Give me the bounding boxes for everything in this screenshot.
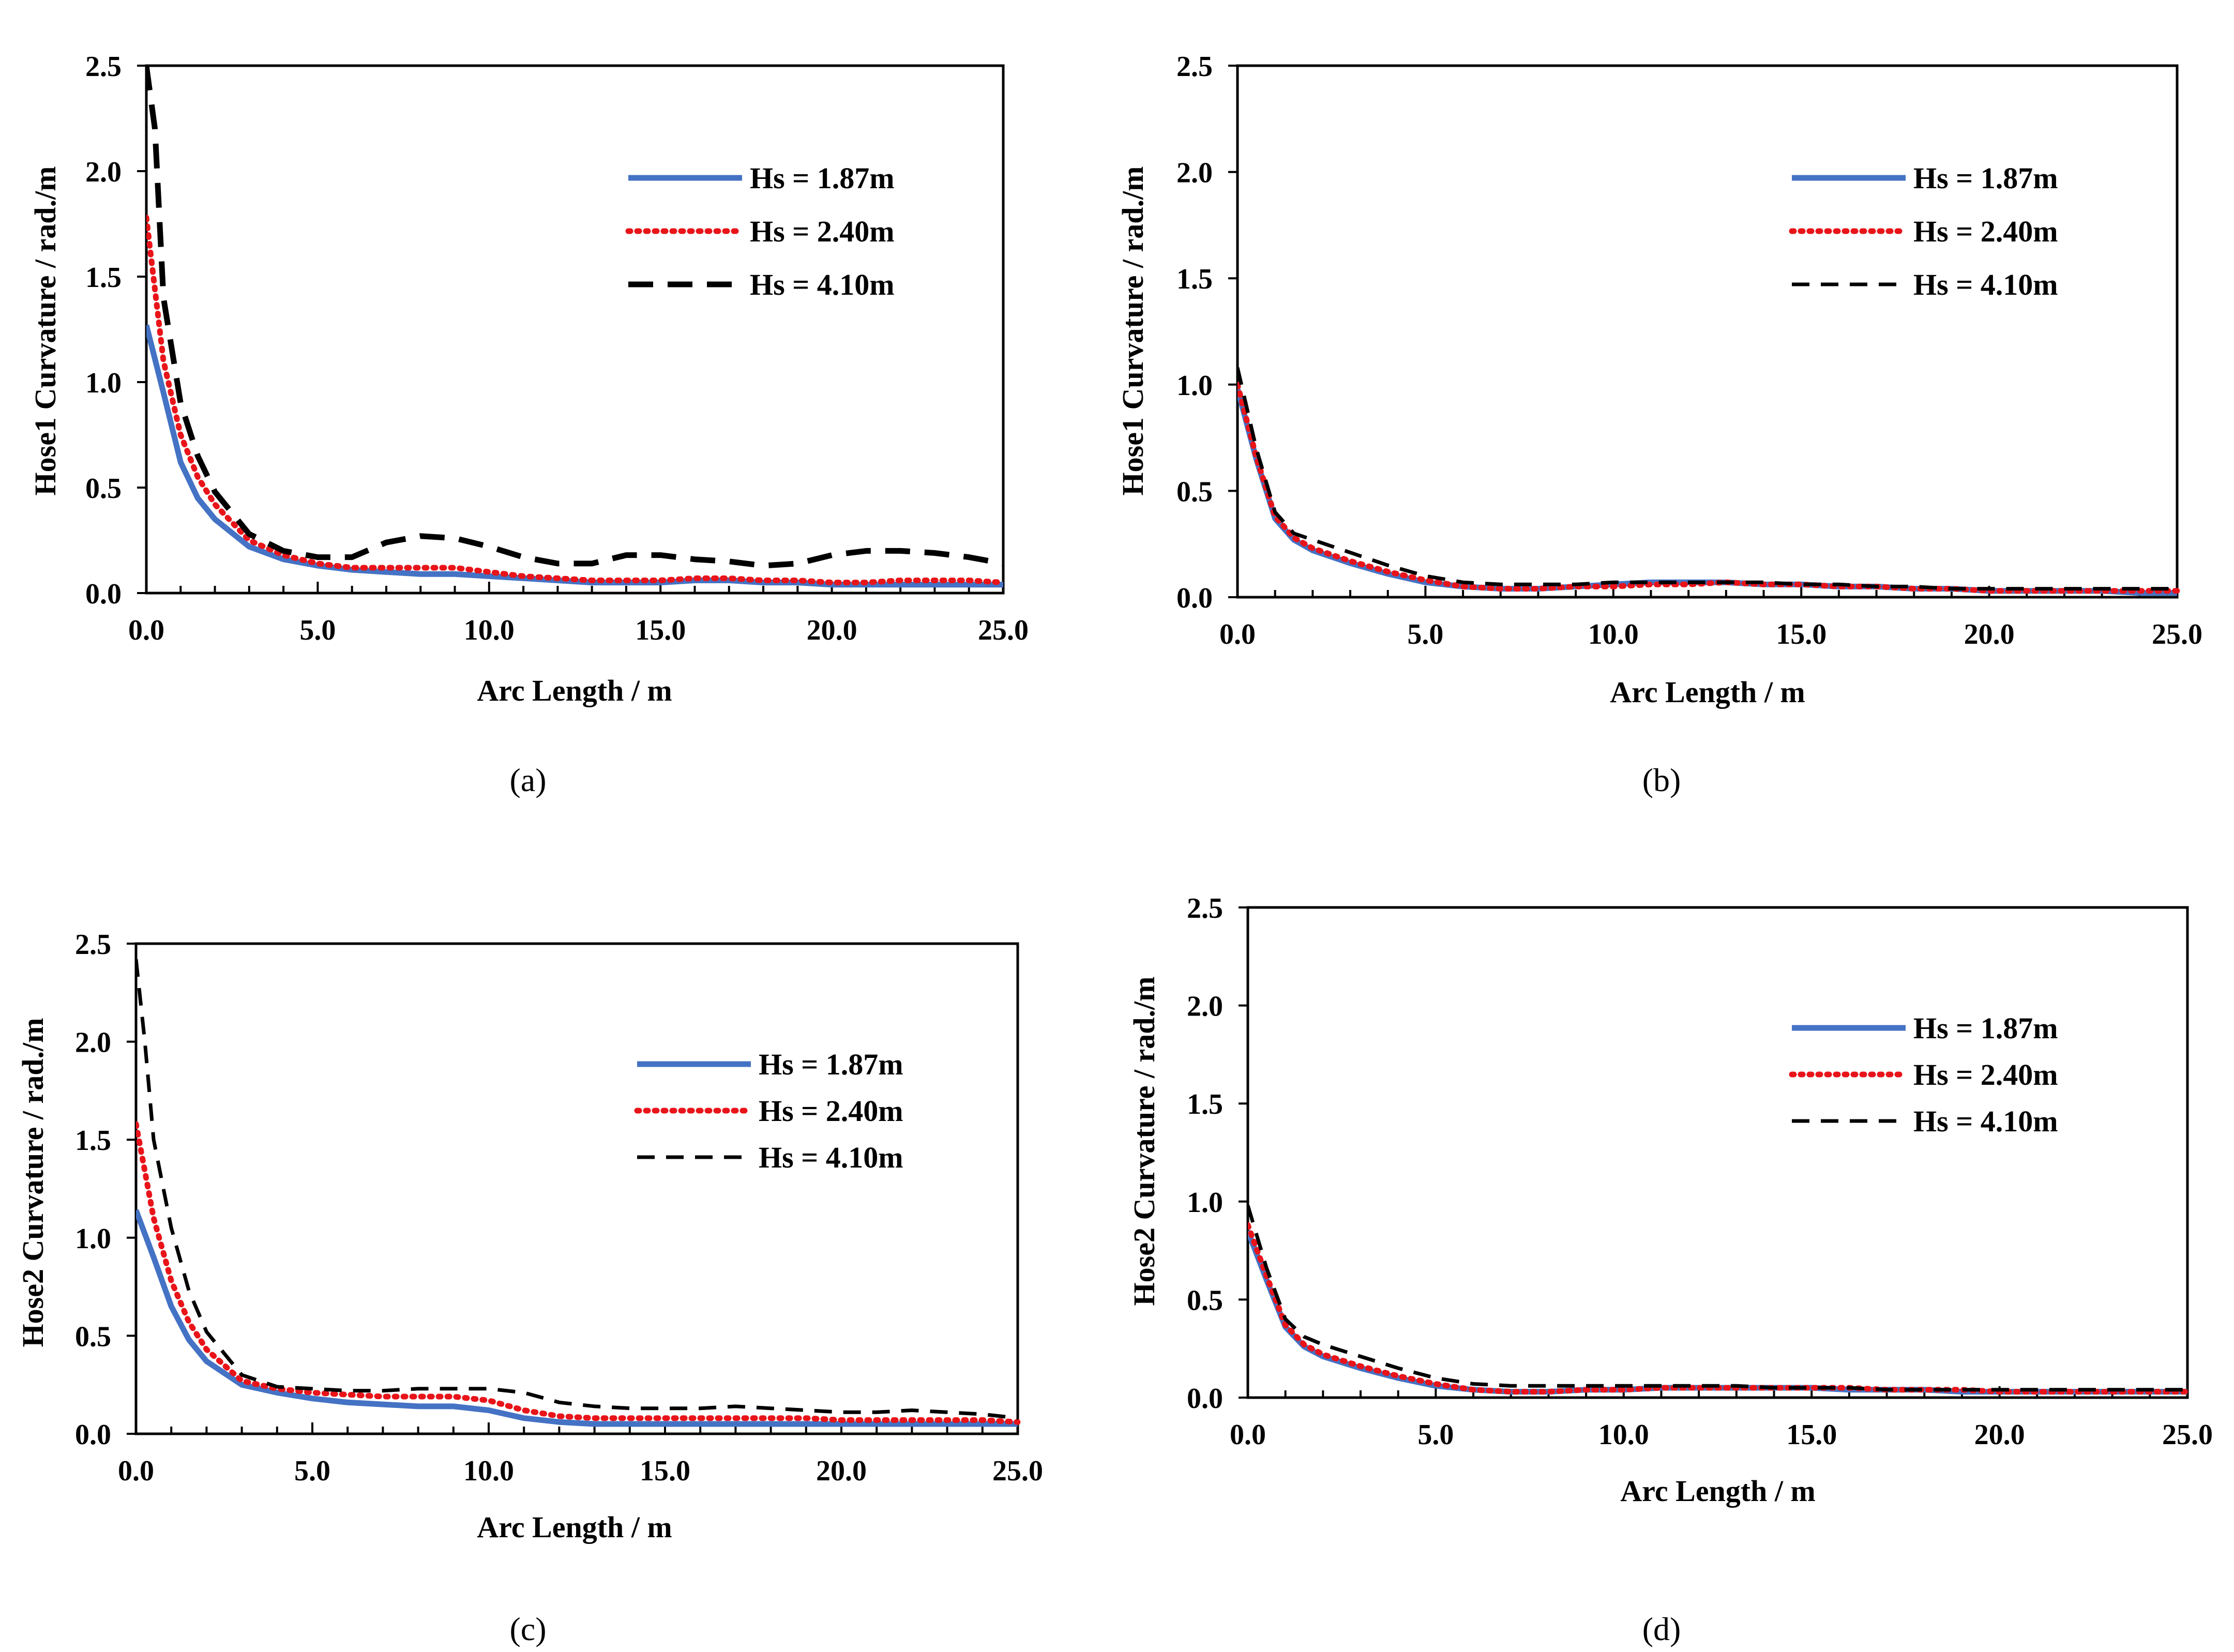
series-line-3: [1248, 1205, 2187, 1392]
x-tick-label: 10.0: [463, 1455, 514, 1487]
x-tick-label: 5.0: [294, 1455, 330, 1487]
series-line-3: [136, 959, 1018, 1420]
x-tick-label: 5.0: [1417, 1419, 1454, 1451]
y-tick-label: 1.0: [1176, 370, 1213, 402]
y-tick-label: 0.5: [75, 1321, 111, 1353]
series-line-1: [1248, 1230, 2187, 1395]
x-tick-label: 20.0: [816, 1455, 867, 1487]
y-axis-title-d: Hose2 Curvature / rad./m: [1127, 977, 1161, 1306]
legend-label-1: Hs = 1.87m: [1913, 1011, 2058, 1045]
x-tick-label: 20.0: [1964, 618, 2015, 650]
y-tick-label: 2.5: [1176, 51, 1213, 83]
series-line-3: [146, 65, 1004, 569]
plot-area-b: 0.0 5.0 10.0 15.0 20.0 25.0 0.0 0.5 1.0 1.5 2.0 2.5…: [1176, 51, 2202, 650]
y-tick-label: 0.0: [75, 1419, 111, 1451]
y-tick-label: 2.0: [75, 1027, 111, 1059]
x-tick-label: 25.0: [2162, 1419, 2213, 1451]
y-tick-label: 2.0: [1187, 991, 1223, 1023]
series-line-3: [1237, 367, 2177, 591]
y-tick-label: 2.0: [85, 156, 122, 188]
y-tick-label: 1.0: [75, 1223, 111, 1255]
y-tick-label: 0.0: [1187, 1383, 1223, 1415]
plot-frame: [1246, 906, 2189, 1399]
plot-area-d: 0.0 5.0 10.0 15.0 20.0 25.0 0.0 0.5 1.0 1.5 2.0 2.5…: [1187, 892, 2213, 1451]
x-axis-title-c: Arc Length / m: [477, 1510, 672, 1544]
x-tick-label: 0.0: [118, 1455, 154, 1487]
caption-c: (c): [509, 1611, 546, 1647]
y-tick-label: 0.0: [1176, 582, 1213, 614]
y-axis-title-b: Hose1 Curvature / rad./m: [1116, 166, 1150, 496]
plot-frame: [1236, 64, 2179, 599]
y-tick-label: 2.5: [75, 929, 111, 961]
panel-c: 0.0 5.0 10.0 15.0 20.0 25.0 0.0 0.5 1.0 1.5 2.0 2.5…: [16, 929, 1043, 1647]
x-tick-label: 25.0: [2152, 618, 2202, 650]
x-axis-title-a: Arc Length / m: [477, 674, 672, 707]
series-line-2: [146, 215, 1006, 586]
x-tick-label: 0.0: [1219, 618, 1256, 650]
plot-frame: [145, 64, 1005, 595]
x-axis-title-b: Arc Length / m: [1610, 675, 1805, 709]
x-tick-label: 25.0: [978, 614, 1029, 646]
x-tick-label: 25.0: [992, 1455, 1043, 1487]
x-tick-label: 0.0: [128, 614, 164, 646]
x-tick-label: 15.0: [640, 1455, 690, 1487]
series-line-2: [136, 1121, 1021, 1425]
y-tick-label: 0.5: [85, 473, 122, 505]
y-tick-label: 1.0: [85, 367, 122, 399]
legend-label-3: Hs = 4.10m: [759, 1141, 903, 1174]
x-tick-label: 15.0: [1786, 1419, 1837, 1451]
legend-label-2: Hs = 2.40m: [1913, 215, 2058, 248]
y-tick-label: 1.0: [1187, 1187, 1223, 1219]
x-axis-title-d: Arc Length / m: [1620, 1474, 1816, 1508]
legend-label-2: Hs = 2.40m: [1913, 1058, 2058, 1092]
y-tick-label: 2.5: [1187, 892, 1223, 924]
y-tick-label: 1.5: [75, 1125, 111, 1157]
y-tick-label: 2.0: [1176, 157, 1213, 189]
x-tick-label: 10.0: [1598, 1419, 1649, 1451]
plot-area-c: 0.0 5.0 10.0 15.0 20.0 25.0 0.0 0.5 1.0 1.5 2.0 2.5…: [75, 929, 1043, 1487]
legend-label-3: Hs = 4.10m: [750, 268, 895, 301]
legend-label-1: Hs = 1.87m: [750, 161, 895, 195]
series-line-1: [136, 1209, 1018, 1427]
x-tick-label: 20.0: [807, 614, 857, 646]
x-tick-label: 0.0: [1230, 1419, 1266, 1451]
x-tick-label: 15.0: [635, 614, 686, 646]
y-axis-title-c: Hose2 Curvature / rad./m: [16, 1018, 50, 1347]
x-tick-label: 10.0: [1588, 618, 1639, 650]
legend-label-3: Hs = 4.10m: [1913, 1104, 2058, 1138]
series-line-2: [1248, 1222, 2191, 1395]
caption-d: (d): [1642, 1611, 1681, 1647]
y-tick-label: 1.5: [1176, 263, 1213, 295]
y-tick-label: 1.5: [85, 262, 122, 294]
y-tick-label: 1.5: [1187, 1088, 1223, 1120]
x-tick-label: 5.0: [299, 614, 336, 646]
panel-a: 0.0 5.0 10.0 15.0 20.0 25.0 0.0 0.5 1.0 1.5 2.0 2.5…: [28, 51, 1029, 798]
y-tick-label: 0.0: [85, 578, 122, 610]
legend-label-1: Hs = 1.87m: [1913, 161, 2058, 195]
panel-d: 0.0 5.0 10.0 15.0 20.0 25.0 0.0 0.5 1.0 1.5 2.0 2.5…: [1127, 892, 2213, 1647]
legend-label-1: Hs = 1.87m: [759, 1048, 903, 1081]
caption-b: (b): [1642, 762, 1681, 798]
x-tick-label: 20.0: [1974, 1419, 2025, 1451]
y-tick-label: 2.5: [85, 51, 122, 83]
caption-a: (a): [509, 762, 546, 798]
x-tick-label: 15.0: [1776, 618, 1827, 650]
y-tick-label: 0.5: [1176, 476, 1213, 508]
legend-label-2: Hs = 2.40m: [759, 1094, 903, 1128]
x-tick-label: 10.0: [464, 614, 515, 646]
panel-b: 0.0 5.0 10.0 15.0 20.0 25.0 0.0 0.5 1.0 1.5 2.0 2.5…: [1116, 51, 2202, 798]
plot-frame: [134, 942, 1019, 1435]
series-line-2: [1237, 382, 2180, 594]
y-tick-label: 0.5: [1187, 1284, 1223, 1316]
legend-label-3: Hs = 4.10m: [1913, 268, 2058, 301]
legend-label-2: Hs = 2.40m: [750, 215, 895, 248]
x-tick-label: 5.0: [1407, 618, 1443, 650]
y-axis-title-a: Hose1 Curvature / rad./m: [28, 166, 62, 496]
plot-area-a: 0.0 5.0 10.0 15.0 20.0 25.0 0.0 0.5 1.0 1.5 2.0 2.5…: [85, 51, 1029, 646]
